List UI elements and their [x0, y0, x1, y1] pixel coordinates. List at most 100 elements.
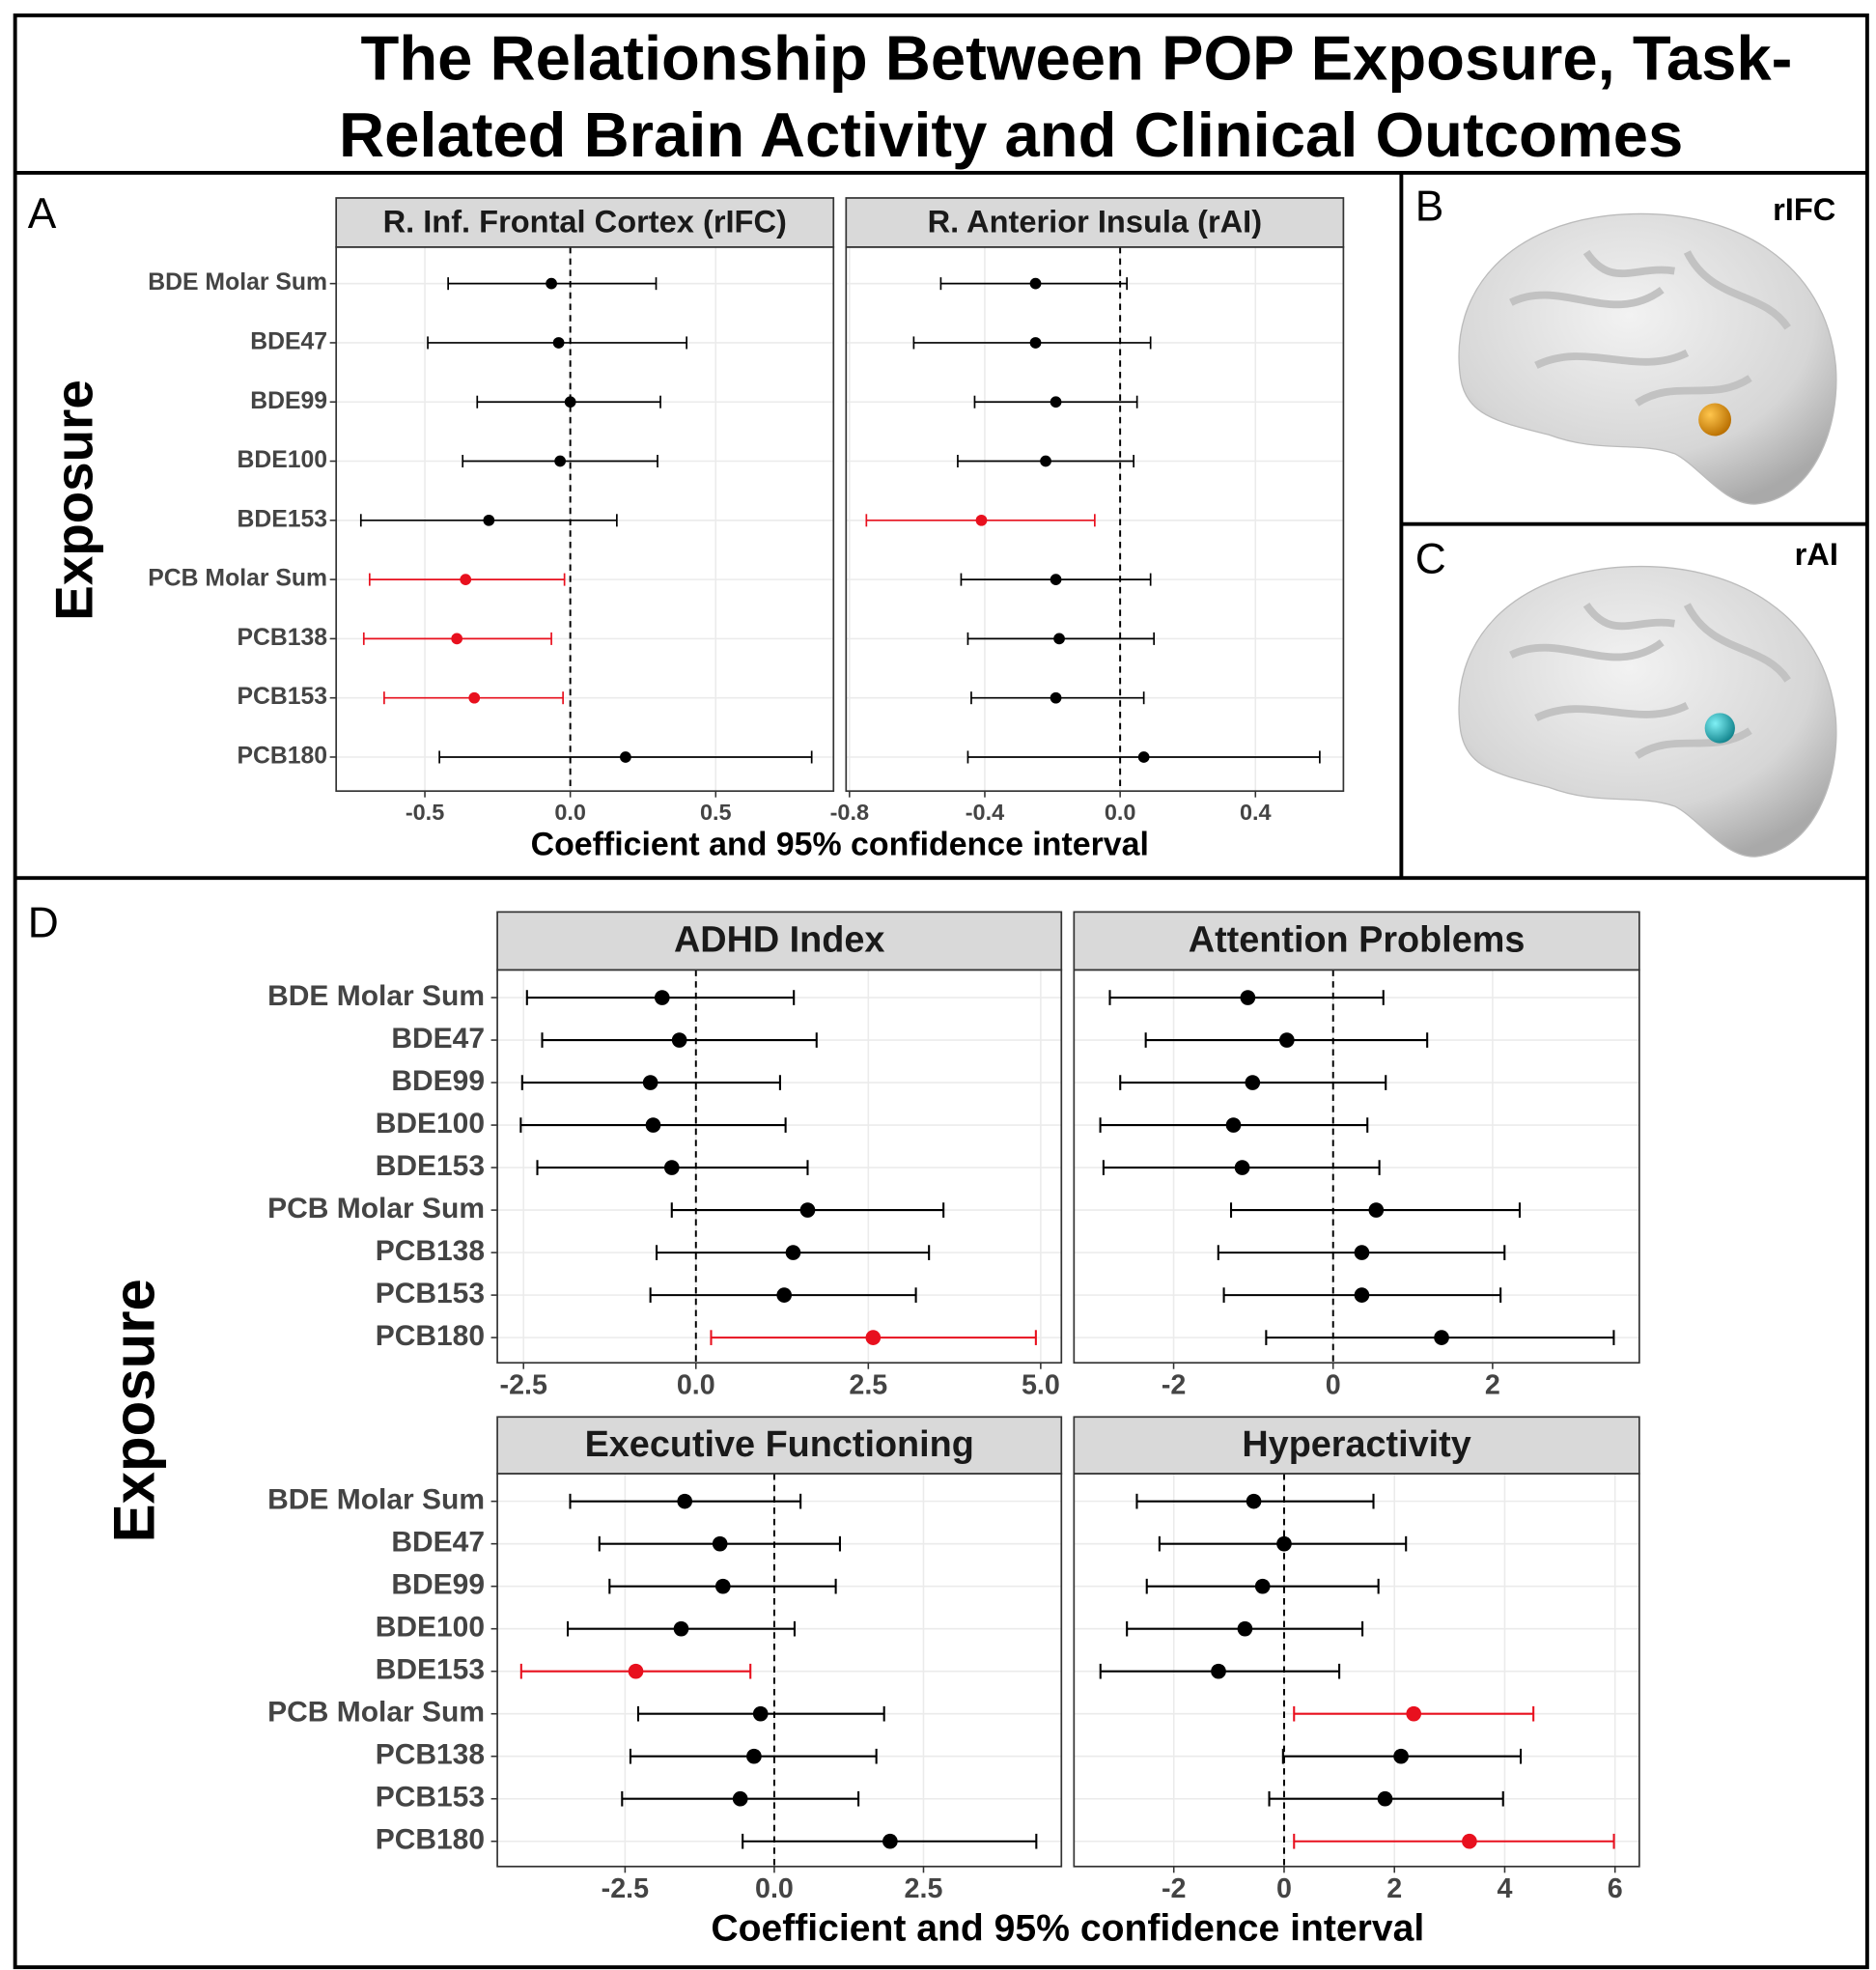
y-tick-label: BDE153: [376, 1150, 485, 1182]
x-tick-label: -0.5: [406, 800, 444, 825]
point-estimate: [1029, 337, 1042, 349]
y-tick-label: PCB153: [376, 1782, 485, 1814]
point-estimate: [673, 1620, 689, 1637]
point-estimate: [1237, 1620, 1253, 1637]
y-tick-label: BDE47: [250, 328, 327, 354]
point-estimate: [677, 1493, 693, 1509]
point-estimate: [1434, 1330, 1449, 1345]
panel-label: D: [28, 899, 59, 946]
point-estimate: [620, 751, 631, 763]
point-estimate: [628, 1663, 644, 1679]
figure-title: Related Brain Activity and Clinical Outc…: [339, 99, 1683, 170]
point-estimate: [1276, 1535, 1292, 1552]
x-tick-label: 0.0: [755, 1873, 794, 1904]
x-tick-label: -0.4: [966, 800, 1004, 825]
facet-title: R. Inf. Frontal Cortex (rIFC): [383, 203, 787, 239]
y-tick-label: PCB153: [237, 684, 327, 710]
point-estimate: [1377, 1790, 1393, 1807]
y-tick-label: PCB153: [376, 1278, 485, 1309]
facet-strip: [496, 911, 1063, 971]
y-tick-label: BDE153: [376, 1654, 485, 1686]
y-tick-label: BDE153: [237, 506, 327, 532]
panel-background: [1074, 1473, 1639, 1867]
panel-background: [497, 1473, 1062, 1867]
brain-label: rIFC: [1773, 191, 1835, 227]
point-estimate: [546, 277, 557, 290]
x-tick-label: 2.5: [905, 1873, 943, 1904]
facet-title: R. Anterior Insula (rAI): [928, 203, 1262, 239]
point-estimate: [1354, 1287, 1370, 1303]
y-tick-label: BDE Molar Sum: [148, 269, 327, 296]
y-tick-label: BDE47: [391, 1527, 485, 1559]
point-estimate: [776, 1287, 793, 1303]
y-tick-label: BDE100: [376, 1108, 485, 1140]
facet-strip: [845, 197, 1345, 248]
panel-background: [1074, 970, 1639, 1364]
point-estimate: [975, 514, 988, 526]
point-estimate: [1254, 1578, 1271, 1594]
panel-label: B: [1415, 183, 1444, 230]
point-estimate: [460, 574, 472, 585]
point-estimate: [1393, 1748, 1409, 1764]
x-tick-label: -2: [1162, 1873, 1187, 1904]
panel-background: [336, 246, 834, 792]
x-tick-label: 5.0: [1022, 1370, 1060, 1401]
point-estimate: [642, 1075, 658, 1090]
x-tick-label: 0.5: [700, 800, 732, 825]
x-tick-label: 2: [1386, 1873, 1402, 1904]
y-tick-label: BDE Molar Sum: [267, 980, 485, 1012]
point-estimate: [554, 455, 566, 467]
point-estimate: [1368, 1202, 1385, 1218]
y-axis-label: Exposure: [43, 380, 103, 621]
y-tick-label: PCB138: [376, 1235, 485, 1267]
y-tick-label: PCB Molar Sum: [267, 1193, 485, 1224]
y-tick-label: PCB180: [376, 1320, 485, 1352]
figure-title: The Relationship Between POP Exposure, T…: [361, 23, 1793, 94]
y-tick-label: BDE99: [391, 1569, 485, 1601]
brain: [1458, 212, 1837, 505]
point-estimate: [654, 990, 670, 1005]
x-tick-label: -2: [1162, 1370, 1187, 1401]
point-estimate: [865, 1330, 882, 1345]
x-tick-label: -2.5: [500, 1370, 547, 1401]
point-estimate: [451, 633, 463, 645]
x-tick-label: 2.5: [849, 1370, 887, 1401]
brain-label: rAI: [1795, 536, 1838, 572]
y-axis-label: Exposure: [101, 1279, 166, 1542]
outer-frame: [13, 13, 1869, 1970]
point-estimate: [671, 1032, 687, 1048]
point-estimate: [785, 1245, 801, 1260]
x-axis-label: Coefficient and 95% confidence interval: [711, 1908, 1424, 1950]
point-estimate: [1462, 1833, 1477, 1849]
y-tick-label: BDE100: [376, 1612, 485, 1644]
panel-label: A: [28, 190, 57, 238]
panel-label: C: [1415, 536, 1446, 583]
point-estimate: [552, 337, 565, 349]
point-estimate: [799, 1202, 816, 1218]
point-estimate: [1050, 574, 1062, 585]
x-tick-label: -0.8: [830, 800, 869, 825]
point-estimate: [714, 1578, 731, 1594]
x-tick-label: 0.0: [677, 1370, 715, 1401]
point-estimate: [1211, 1663, 1226, 1679]
point-estimate: [1246, 1493, 1262, 1509]
y-tick-label: PCB Molar Sum: [267, 1697, 485, 1729]
facet-strip: [335, 197, 835, 248]
point-estimate: [483, 514, 495, 526]
point-estimate: [1240, 990, 1256, 1005]
point-estimate: [1029, 277, 1042, 290]
x-tick-label: -2.5: [602, 1873, 649, 1904]
facet-strip: [496, 1416, 1063, 1475]
y-tick-label: BDE100: [237, 447, 327, 473]
y-tick-label: PCB180: [376, 1824, 485, 1856]
y-tick-label: PCB138: [376, 1739, 485, 1771]
x-tick-label: 0: [1276, 1873, 1292, 1904]
point-estimate: [1245, 1075, 1261, 1090]
y-tick-label: PCB180: [237, 744, 327, 770]
x-tick-label: 4: [1497, 1873, 1512, 1904]
point-estimate: [882, 1833, 898, 1849]
panel-background: [497, 970, 1062, 1364]
y-tick-label: BDE99: [250, 388, 327, 414]
